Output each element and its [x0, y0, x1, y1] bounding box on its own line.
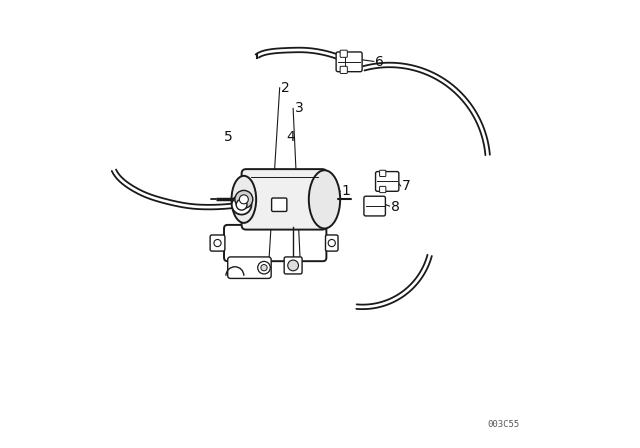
Ellipse shape: [232, 176, 256, 223]
Text: 4: 4: [287, 129, 295, 144]
FancyBboxPatch shape: [224, 225, 326, 261]
Circle shape: [236, 199, 247, 210]
Circle shape: [288, 260, 298, 271]
FancyBboxPatch shape: [376, 172, 399, 191]
FancyBboxPatch shape: [336, 52, 362, 72]
Circle shape: [214, 239, 221, 246]
FancyBboxPatch shape: [284, 257, 302, 274]
Ellipse shape: [308, 170, 340, 228]
Text: 003C55: 003C55: [488, 420, 520, 429]
Circle shape: [258, 261, 270, 274]
Circle shape: [239, 195, 248, 204]
FancyBboxPatch shape: [271, 198, 287, 211]
Text: 7: 7: [402, 179, 411, 194]
FancyBboxPatch shape: [340, 50, 348, 57]
Text: 3: 3: [294, 101, 303, 116]
FancyBboxPatch shape: [364, 196, 385, 216]
Text: 1: 1: [342, 184, 350, 198]
FancyBboxPatch shape: [210, 235, 225, 251]
Text: 8: 8: [391, 199, 399, 214]
Circle shape: [235, 190, 253, 208]
FancyBboxPatch shape: [228, 257, 271, 278]
FancyBboxPatch shape: [380, 186, 386, 193]
FancyBboxPatch shape: [340, 66, 348, 73]
Circle shape: [232, 195, 252, 215]
FancyBboxPatch shape: [380, 170, 386, 177]
FancyBboxPatch shape: [326, 235, 338, 251]
Text: 6: 6: [375, 55, 384, 69]
Text: 5: 5: [224, 129, 232, 144]
FancyBboxPatch shape: [241, 169, 326, 229]
Circle shape: [328, 239, 335, 246]
Text: 2: 2: [281, 81, 290, 95]
Circle shape: [261, 264, 267, 271]
